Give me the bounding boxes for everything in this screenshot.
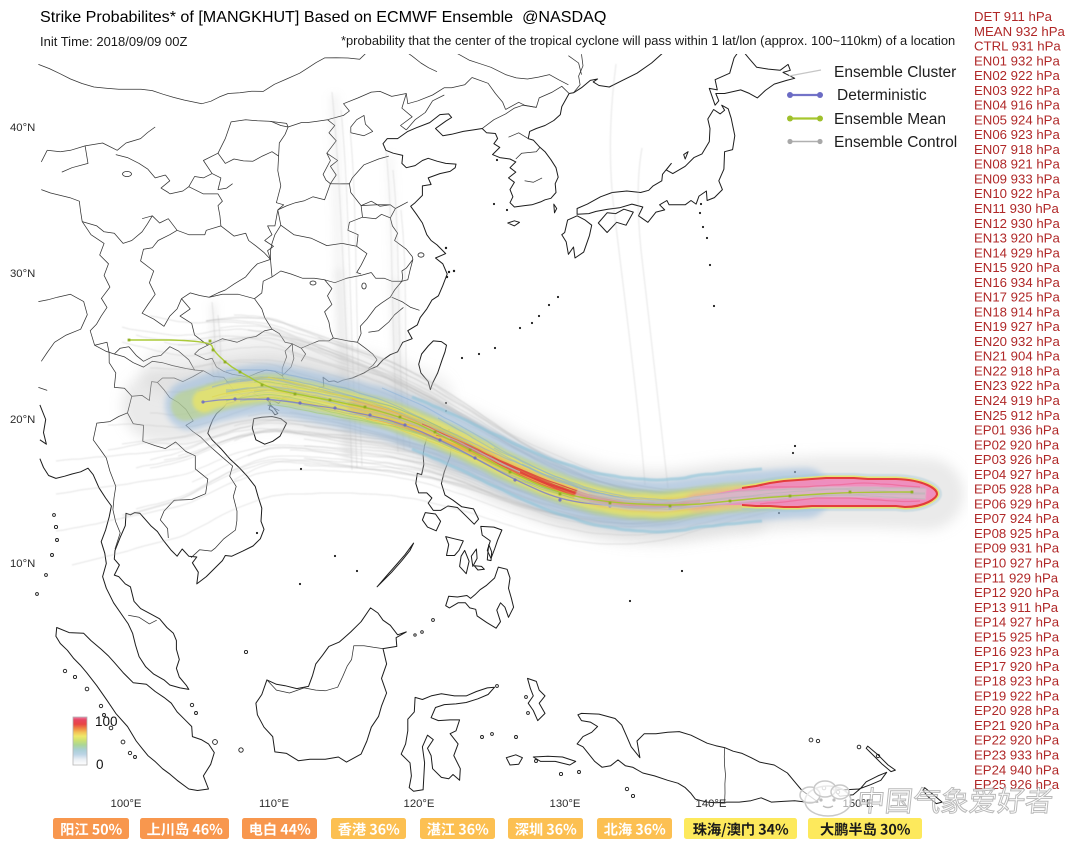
svg-text:EN02 922 hPa: EN02 922 hPa — [974, 68, 1060, 83]
svg-text:100°E: 100°E — [111, 798, 142, 810]
svg-text:140°E: 140°E — [696, 798, 727, 810]
svg-text:EP23 933 hPa: EP23 933 hPa — [974, 748, 1060, 763]
svg-text:EP10 927 hPa: EP10 927 hPa — [974, 556, 1060, 571]
svg-text:EP11 929 hPa: EP11 929 hPa — [974, 570, 1059, 585]
svg-text:EN14 929 hPa: EN14 929 hPa — [974, 245, 1060, 260]
svg-text:EN03 922 hPa: EN03 922 hPa — [974, 83, 1060, 98]
svg-text:MEAN 932 hPa: MEAN 932 hPa — [974, 24, 1066, 39]
svg-text:EP05 928 hPa: EP05 928 hPa — [974, 482, 1060, 497]
svg-text:0: 0 — [96, 757, 104, 772]
svg-text:CTRL 931 hPa: CTRL 931 hPa — [974, 39, 1061, 54]
svg-text:EP15 925 hPa: EP15 925 hPa — [974, 629, 1060, 644]
svg-text:EN11 930 hPa: EN11 930 hPa — [974, 201, 1059, 216]
svg-text:EN12 930 hPa: EN12 930 hPa — [974, 216, 1060, 231]
svg-text:EN06 923 hPa: EN06 923 hPa — [974, 127, 1060, 142]
svg-text:100: 100 — [95, 714, 118, 729]
svg-text:EN21 904 hPa: EN21 904 hPa — [974, 349, 1060, 364]
svg-text:EN19 927 hPa: EN19 927 hPa — [974, 319, 1060, 334]
svg-text:Init Time: 2018/09/09 00Z: Init Time: 2018/09/09 00Z — [40, 34, 187, 49]
svg-text:EP17 920 hPa: EP17 920 hPa — [974, 659, 1060, 674]
svg-text:EP14 927 hPa: EP14 927 hPa — [974, 615, 1060, 630]
svg-text:130°E: 130°E — [550, 798, 581, 810]
svg-text:EN09 933 hPa: EN09 933 hPa — [974, 172, 1060, 187]
svg-text:110°E: 110°E — [259, 798, 290, 810]
svg-text:EP18 923 hPa: EP18 923 hPa — [974, 674, 1060, 689]
svg-text:120°E: 120°E — [404, 798, 435, 810]
svg-text:10°N: 10°N — [10, 558, 35, 570]
svg-text:EN17 925 hPa: EN17 925 hPa — [974, 290, 1060, 305]
svg-text:EP06 929 hPa: EP06 929 hPa — [974, 496, 1060, 511]
svg-text:EN24 919 hPa: EN24 919 hPa — [974, 393, 1060, 408]
svg-text:Strike Probabilites* of [MANGK: Strike Probabilites* of [MANGKHUT] Based… — [40, 8, 606, 26]
svg-text:EN18 914 hPa: EN18 914 hPa — [974, 304, 1060, 319]
svg-text:EN15 920 hPa: EN15 920 hPa — [974, 260, 1060, 275]
svg-text:EP07 924 hPa: EP07 924 hPa — [974, 511, 1060, 526]
svg-text:EN08 921 hPa: EN08 921 hPa — [974, 157, 1060, 172]
svg-text:EP02 920 hPa: EP02 920 hPa — [974, 437, 1060, 452]
svg-text:EP13 911 hPa: EP13 911 hPa — [974, 600, 1059, 615]
svg-text:EN23 922 hPa: EN23 922 hPa — [974, 378, 1060, 393]
svg-text:EN01 932 hPa: EN01 932 hPa — [974, 53, 1060, 68]
svg-text:EN13 920 hPa: EN13 920 hPa — [974, 231, 1060, 246]
svg-text:Deterministic: Deterministic — [837, 87, 927, 104]
svg-text:EN05 924 hPa: EN05 924 hPa — [974, 112, 1060, 127]
svg-text:EP19 922 hPa: EP19 922 hPa — [974, 688, 1060, 703]
svg-text:EN20 932 hPa: EN20 932 hPa — [974, 334, 1060, 349]
svg-text:40°N: 40°N — [10, 122, 35, 134]
svg-text:EN22 918 hPa: EN22 918 hPa — [974, 364, 1060, 379]
svg-text:DET 911 hPa: DET 911 hPa — [974, 9, 1053, 24]
svg-text:EN10 922 hPa: EN10 922 hPa — [974, 186, 1060, 201]
svg-text:EN25 912 hPa: EN25 912 hPa — [974, 408, 1060, 423]
svg-text:Ensemble Mean: Ensemble Mean — [834, 111, 946, 128]
svg-text:Ensemble Control: Ensemble Control — [834, 134, 957, 151]
svg-text:EP24 940 hPa: EP24 940 hPa — [974, 762, 1060, 777]
svg-text:EN07 918 hPa: EN07 918 hPa — [974, 142, 1060, 157]
svg-text:30°N: 30°N — [10, 268, 35, 280]
svg-text:EN04 916 hPa: EN04 916 hPa — [974, 98, 1060, 113]
svg-text:EP16 923 hPa: EP16 923 hPa — [974, 644, 1060, 659]
svg-text:Ensemble Cluster: Ensemble Cluster — [834, 64, 956, 81]
svg-text:*probability that the center o: *probability that the center of the trop… — [341, 33, 955, 48]
svg-text:EP09 931 hPa: EP09 931 hPa — [974, 541, 1060, 556]
svg-text:EP03 926 hPa: EP03 926 hPa — [974, 452, 1060, 467]
svg-text:EP04 927 hPa: EP04 927 hPa — [974, 467, 1060, 482]
svg-text:EP22 920 hPa: EP22 920 hPa — [974, 733, 1060, 748]
svg-text:EN16 934 hPa: EN16 934 hPa — [974, 275, 1060, 290]
svg-text:EP08 925 hPa: EP08 925 hPa — [974, 526, 1060, 541]
svg-text:EP01 936 hPa: EP01 936 hPa — [974, 423, 1060, 438]
svg-text:EP20 928 hPa: EP20 928 hPa — [974, 703, 1060, 718]
svg-text:EP21 920 hPa: EP21 920 hPa — [974, 718, 1060, 733]
svg-text:EP12 920 hPa: EP12 920 hPa — [974, 585, 1060, 600]
svg-text:20°N: 20°N — [10, 414, 35, 426]
